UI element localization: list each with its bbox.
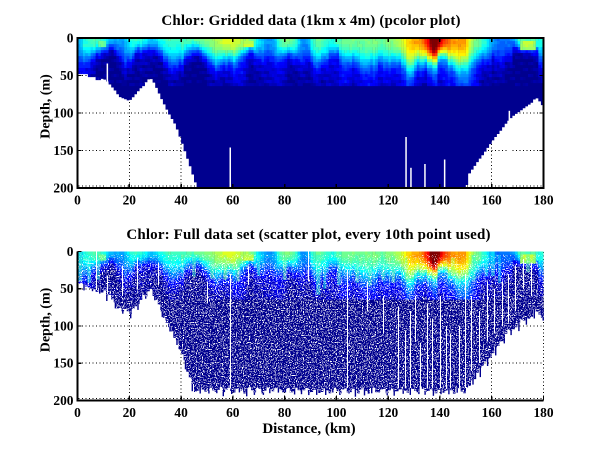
svg-text:180: 180 [533, 193, 553, 208]
svg-text:120: 120 [378, 405, 398, 420]
svg-text:100: 100 [53, 105, 73, 120]
svg-text:100: 100 [326, 193, 346, 208]
svg-text:60: 60 [226, 193, 240, 208]
svg-text:140: 140 [430, 193, 450, 208]
svg-text:50: 50 [60, 68, 74, 83]
svg-text:100: 100 [53, 318, 73, 333]
svg-text:0: 0 [67, 244, 74, 259]
svg-text:Depth, (m): Depth, (m) [39, 287, 54, 352]
svg-text:20: 20 [123, 405, 137, 420]
svg-text:40: 40 [174, 193, 188, 208]
svg-text:140: 140 [430, 405, 450, 420]
svg-text:Chlor: Full data set (scatter: Chlor: Full data set (scatter plot, ever… [126, 227, 490, 243]
svg-text:40: 40 [174, 405, 188, 420]
svg-text:80: 80 [278, 405, 292, 420]
svg-text:120: 120 [378, 193, 398, 208]
svg-text:50: 50 [60, 281, 74, 296]
svg-text:Distance, (km): Distance, (km) [262, 421, 355, 437]
svg-text:150: 150 [53, 356, 73, 371]
svg-text:Depth, (m): Depth, (m) [39, 74, 54, 139]
svg-text:200: 200 [53, 393, 73, 408]
svg-text:0: 0 [74, 405, 81, 420]
svg-text:160: 160 [482, 193, 502, 208]
svg-text:180: 180 [533, 405, 553, 420]
svg-text:Chlor: Gridded data (1km x 4m): Chlor: Gridded data (1km x 4m) (pcolor p… [161, 13, 460, 29]
svg-text:160: 160 [482, 405, 502, 420]
svg-text:20: 20 [123, 193, 137, 208]
svg-text:200: 200 [53, 180, 73, 195]
svg-text:60: 60 [226, 405, 240, 420]
svg-text:100: 100 [326, 405, 346, 420]
svg-text:150: 150 [53, 143, 73, 158]
svg-text:0: 0 [67, 30, 74, 45]
svg-text:0: 0 [74, 193, 81, 208]
svg-text:80: 80 [278, 193, 292, 208]
